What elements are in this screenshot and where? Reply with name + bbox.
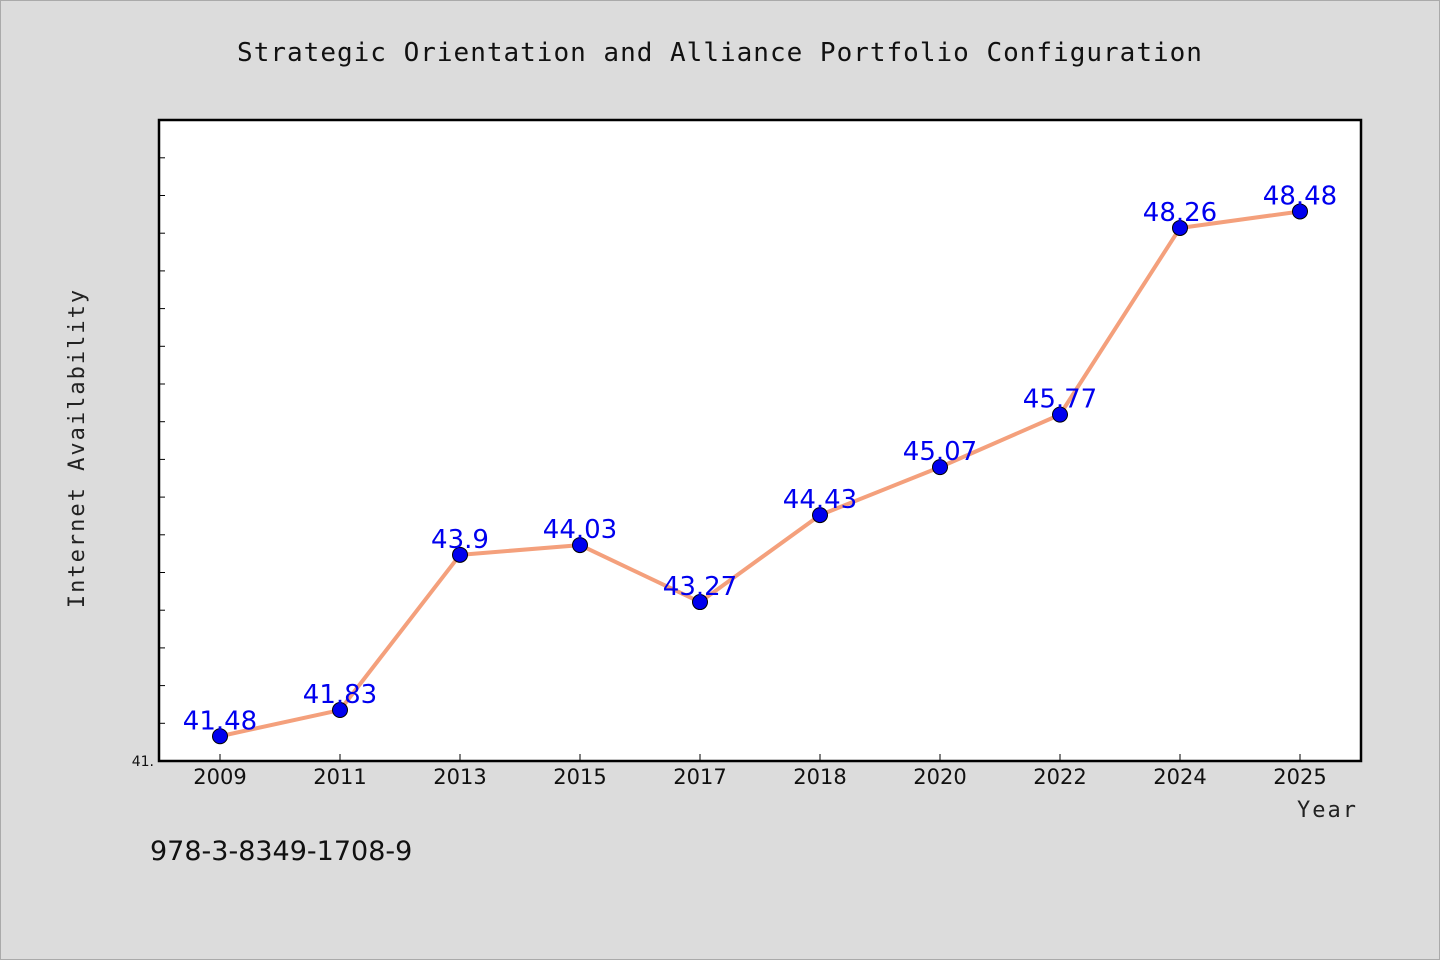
- x-tick-label: 2022: [1033, 765, 1086, 789]
- data-label: 48.26: [1143, 198, 1217, 228]
- data-point: [332, 702, 348, 719]
- x-tick-label: 2009: [193, 765, 246, 789]
- data-label: 45.77: [1023, 385, 1097, 415]
- x-tick-label: 2018: [793, 765, 846, 789]
- x-tick-label: 2017: [673, 765, 726, 789]
- data-label: 43.27: [663, 572, 737, 602]
- series-line: [219, 209, 1301, 739]
- x-tick-label: 2011: [313, 765, 366, 789]
- x-tick-label: 2020: [913, 765, 966, 789]
- data-label: 48.48: [1263, 181, 1337, 211]
- data-point: [1052, 406, 1068, 423]
- y-axis-ticks: [159, 157, 165, 762]
- data-label: 45.07: [903, 437, 977, 467]
- x-tick-label: 2015: [553, 765, 606, 789]
- data-point: [932, 459, 948, 476]
- data-point: [1292, 203, 1308, 220]
- data-label: 44.43: [783, 485, 857, 515]
- isbn-footnote: 978-3-8349-1708-9: [150, 836, 413, 867]
- chart-title: Strategic Orientation and Alliance Portf…: [237, 38, 1203, 68]
- x-axis-label: Year: [1297, 798, 1358, 823]
- x-tick-label: 2013: [433, 765, 486, 789]
- data-point: [212, 728, 228, 745]
- data-label: 41.83: [303, 680, 377, 710]
- data-label: 41.48: [183, 706, 257, 736]
- data-point: [572, 537, 588, 554]
- data-point: [452, 546, 468, 563]
- series-layer: [212, 203, 1308, 745]
- x-tick-label: 2024: [1153, 765, 1206, 789]
- x-axis-ticks: 2009 2011 2013 2015 2017 2018 2020 2022 2024 2025: [193, 754, 1327, 789]
- data-point: [1172, 219, 1188, 236]
- data-label: 44.03: [543, 515, 617, 545]
- data-point: [812, 507, 828, 524]
- data-label: 43.9: [431, 525, 489, 555]
- x-tick-label: 2025: [1273, 765, 1326, 789]
- data-label-layer: 41.48 41.83 43.9 44.03 43.27 44.43 45.07 45.77 4…: [183, 181, 1337, 736]
- plot-area: [157, 118, 1363, 763]
- data-point: [692, 594, 708, 611]
- y-axis-label: Internet Availability: [65, 288, 90, 608]
- y-tick-label-min: 41.: [132, 754, 154, 770]
